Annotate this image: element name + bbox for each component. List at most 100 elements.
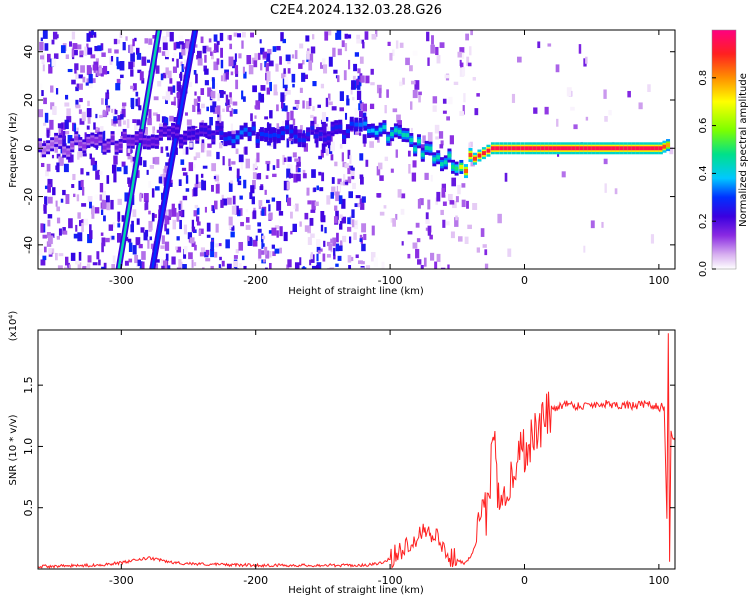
ridge-cell-core xyxy=(413,147,418,152)
noise-cell xyxy=(105,98,108,106)
ridge-cell-core xyxy=(187,131,192,136)
noise-cell xyxy=(361,39,365,44)
noise-cell xyxy=(383,205,387,209)
noise-cell xyxy=(246,55,252,65)
noise-cell xyxy=(307,200,312,205)
ridge-cell-core xyxy=(666,143,671,148)
noise-cell xyxy=(427,225,432,236)
noise-cell xyxy=(67,134,73,144)
x-tick-label: 100 xyxy=(648,574,669,587)
noise-cell xyxy=(171,101,176,106)
noise-cell xyxy=(175,147,178,155)
noise-cell xyxy=(381,261,385,269)
noise-cell xyxy=(173,96,176,106)
noise-cell xyxy=(179,268,182,269)
ridge-cell-core xyxy=(575,146,580,151)
noise-cell xyxy=(172,66,178,73)
noise-cell xyxy=(49,119,54,130)
noise-cell xyxy=(213,61,219,71)
noise-cell xyxy=(484,249,488,256)
noise-cell xyxy=(291,54,295,59)
noise-cell xyxy=(65,256,69,266)
noise-cell xyxy=(225,239,230,249)
noise-cell xyxy=(221,70,226,81)
noise-cell xyxy=(108,224,114,231)
ridge-cell-core xyxy=(650,146,655,151)
noise-cell xyxy=(46,241,52,247)
noise-cell xyxy=(298,63,303,69)
ridge-cell-core xyxy=(235,135,240,140)
noise-cell xyxy=(213,43,217,53)
noise-cell xyxy=(274,225,280,229)
noise-cell xyxy=(195,73,198,84)
noise-cell xyxy=(308,53,314,63)
noise-cell xyxy=(126,119,130,129)
noise-cell xyxy=(287,60,291,65)
noise-cell xyxy=(292,118,296,126)
ridge-cell-core xyxy=(647,146,652,151)
noise-cell xyxy=(344,163,349,169)
noise-cell xyxy=(276,201,282,211)
noise-cell xyxy=(339,214,343,219)
noise-cell xyxy=(95,126,99,131)
noise-cell xyxy=(410,101,413,110)
ridge-cell-core xyxy=(162,127,167,132)
noise-cell xyxy=(47,235,53,245)
noise-cell xyxy=(446,116,450,121)
noise-cell xyxy=(212,205,215,214)
noise-cell xyxy=(355,79,359,89)
noise-cell xyxy=(70,252,76,261)
noise-cell xyxy=(200,143,205,153)
noise-cell xyxy=(355,254,359,259)
colorbar-tick-label: 0.4 xyxy=(698,165,709,181)
noise-cell xyxy=(220,91,226,95)
noise-cell xyxy=(371,34,377,40)
noise-cell xyxy=(303,74,308,80)
noise-cell xyxy=(261,208,265,216)
noise-cell xyxy=(148,38,153,45)
noise-cell xyxy=(449,135,454,145)
noise-cell xyxy=(80,65,85,73)
noise-cell xyxy=(47,219,51,227)
noise-cell xyxy=(337,255,342,261)
noise-cell xyxy=(250,185,255,194)
noise-cell xyxy=(185,146,189,155)
noise-cell xyxy=(232,59,237,69)
snr-series xyxy=(38,333,675,569)
noise-cell xyxy=(173,42,177,51)
noise-cell xyxy=(92,262,98,266)
noise-cell xyxy=(86,108,92,118)
noise-cell xyxy=(247,235,250,242)
noise-cell xyxy=(354,52,360,57)
noise-cell xyxy=(76,83,82,88)
noise-cell xyxy=(77,232,83,242)
noise-cell xyxy=(250,113,253,122)
noise-cell xyxy=(167,86,173,95)
ridge-cell-core xyxy=(451,164,456,169)
noise-cell xyxy=(321,58,326,66)
noise-cell xyxy=(141,251,146,260)
noise-cell xyxy=(136,47,140,55)
noise-cell xyxy=(48,248,52,255)
noise-cell xyxy=(65,54,70,59)
noise-cell xyxy=(286,138,290,148)
noise-cell xyxy=(192,104,196,112)
noise-cell xyxy=(360,203,365,210)
ridge-cell-core xyxy=(183,135,188,140)
ridge-cell-core xyxy=(654,146,659,151)
noise-cell xyxy=(171,58,175,62)
ridge-cell-core xyxy=(90,137,95,142)
streak-0 xyxy=(117,30,161,269)
ridge-cell-core xyxy=(272,132,277,137)
noise-cell xyxy=(461,199,466,208)
noise-cell xyxy=(476,247,481,253)
noise-cell xyxy=(131,99,135,110)
ridge-cell-core xyxy=(464,169,469,174)
noise-cell xyxy=(210,265,214,269)
noise-cell xyxy=(480,228,485,237)
ridge-cell-core xyxy=(544,146,549,151)
noise-cell xyxy=(180,71,183,81)
ridge-cell-core xyxy=(358,122,363,127)
noise-cell xyxy=(195,44,198,48)
noise-cell xyxy=(331,186,336,196)
